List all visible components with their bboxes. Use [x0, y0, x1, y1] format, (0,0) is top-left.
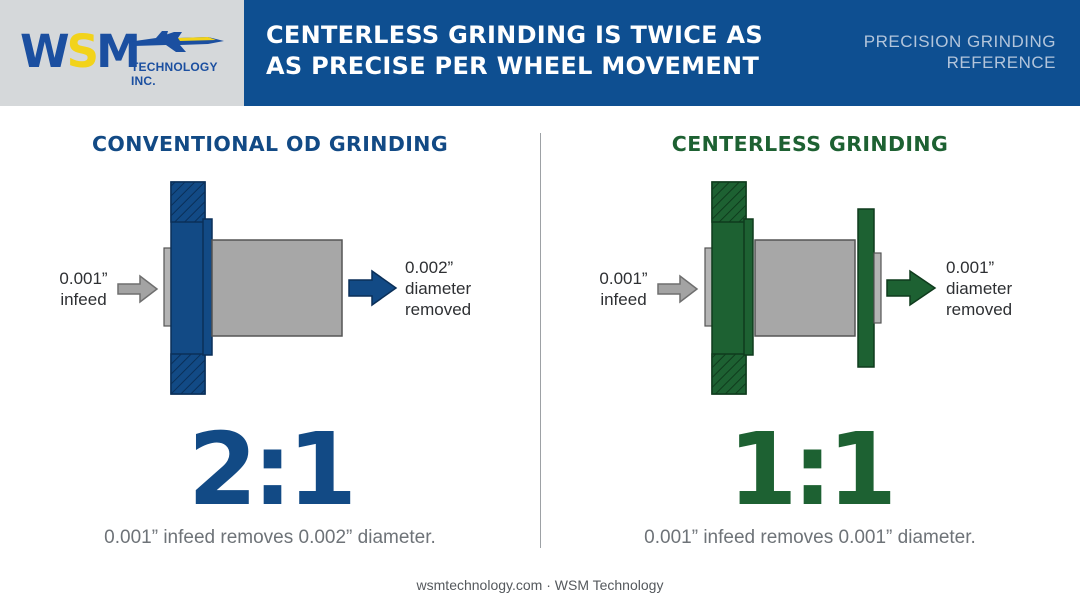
right-panel-title: CENTERLESS GRINDING: [671, 132, 949, 156]
title-line-1: CENTERLESS GRINDING IS TWICE AS: [266, 21, 763, 49]
reference-tag: PRECISION GRINDING REFERENCE: [864, 31, 1056, 73]
right-caption: 0.001” infeed removes 0.001” diameter.: [644, 527, 976, 548]
panel-divider: [540, 133, 541, 548]
left-infeed-label: 0.001” infeed: [59, 269, 108, 309]
page-title: CENTERLESS GRINDING IS TWICE AS AS PRECI…: [266, 20, 826, 82]
left-output-label: 0.002” diameter removed: [405, 258, 472, 319]
logo-wordmark: WSM: [20, 25, 141, 78]
support-blade-right: [873, 252, 882, 324]
workpiece-left: [211, 239, 343, 337]
left-panel-title: CONVENTIONAL OD GRINDING: [91, 132, 449, 156]
reference-line-2: REFERENCE: [946, 53, 1056, 72]
regulating-wheel-right: [857, 208, 875, 368]
logo-company-text: TECHNOLOGY INC.: [131, 60, 218, 88]
infeed-arrow-right: [657, 274, 699, 304]
right-output-label: 0.001” diameter removed: [946, 258, 1013, 319]
right-ratio: 1:1: [727, 411, 897, 528]
right-infeed-label: 0.001” infeed: [599, 269, 648, 309]
output-arrow-left: [348, 269, 398, 307]
left-ratio: 2:1: [187, 411, 357, 528]
grinding-wheel-left: [170, 181, 213, 395]
left-caption: 0.001” infeed removes 0.002” diameter.: [104, 527, 436, 548]
output-arrow-right: [886, 269, 937, 307]
reference-line-1: PRECISION GRINDING: [863, 32, 1056, 51]
footer-credit[interactable]: wsmtechnology.com · WSM Technology: [416, 577, 664, 593]
workpiece-right: [754, 239, 856, 337]
title-line-2: AS PRECISE PER WHEEL MOVEMENT: [266, 52, 760, 80]
infeed-arrow-left: [117, 274, 159, 304]
grinding-wheel-right: [711, 181, 754, 395]
company-logo[interactable]: WSM TECHNOLOGY INC.: [0, 0, 244, 106]
jet-icon: [128, 31, 224, 52]
